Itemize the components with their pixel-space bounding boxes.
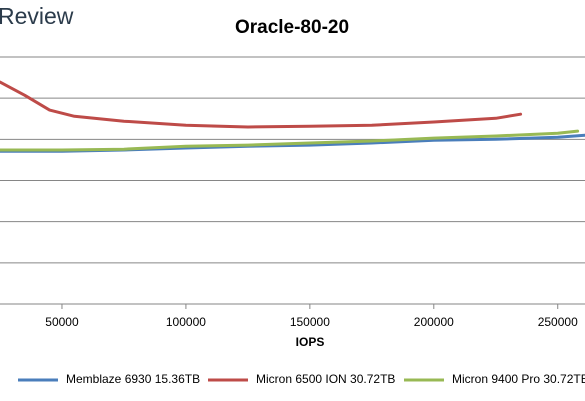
x-tick-label: 150000 [290, 315, 330, 329]
legend-label: Micron 9400 Pro 30.72TB [452, 372, 585, 386]
legend-label: Micron 6500 ION 30.72TB [256, 372, 395, 386]
x-axis-title: IOPS [296, 335, 325, 349]
legend-label: Memblaze 6930 15.36TB [66, 372, 200, 386]
x-tick-label: 100000 [166, 315, 206, 329]
x-tick-label: 50000 [45, 315, 79, 329]
logo-text: Review [0, 3, 74, 29]
series-line [0, 129, 580, 152]
x-tick-label: 250000 [538, 315, 578, 329]
chart-title: Oracle-80-20 [235, 17, 349, 38]
x-tick-label: 200000 [414, 315, 454, 329]
series-line [0, 80, 523, 129]
